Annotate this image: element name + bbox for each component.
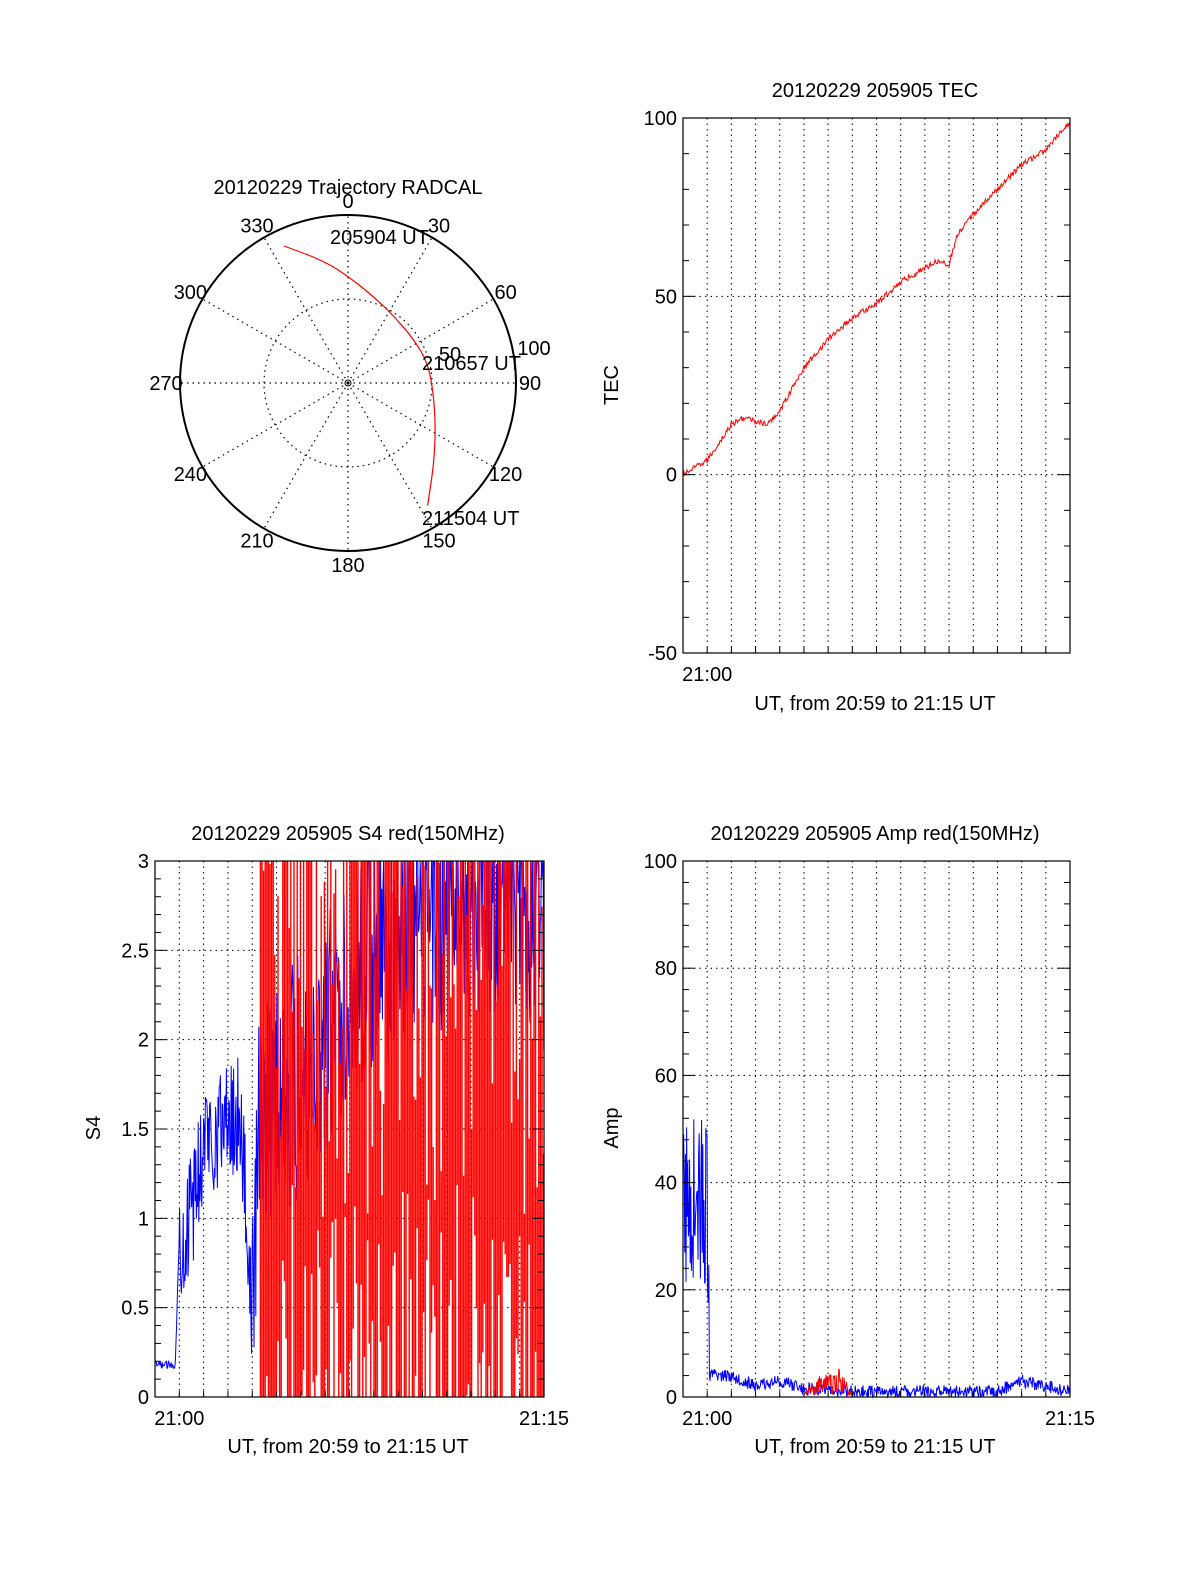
polar-title: 20120229 Trajectory RADCAL	[213, 177, 482, 199]
y-tick-label: 1	[138, 1208, 149, 1230]
y-tick-label: 50	[655, 286, 677, 308]
tec-panel: 20120229 205905 TEC -50 0 50 100 21:00 UT, f…	[601, 80, 1071, 715]
polar-angle-label: 330	[240, 215, 273, 237]
polar-angle-label: 270	[149, 373, 182, 395]
polar-spoke	[202, 382, 349, 468]
trajectory-line	[283, 245, 436, 506]
s4-ylabel: S4	[83, 1116, 105, 1140]
y-tick-label: 0.5	[121, 1298, 149, 1320]
polar-angle-labels: 0 30 60 90 120 150 180 210 240 270 300 330	[149, 191, 541, 577]
end-time-label: 211504 UT	[422, 508, 519, 530]
s4-panel: 20120229 205905 S4 red(150MHz) 0 0.5 1 1.5 2…	[83, 823, 569, 1458]
polar-angle-label: 120	[489, 464, 522, 486]
x-tick-label: 21:00	[682, 664, 732, 686]
polar-angle-label: 30	[428, 215, 450, 237]
y-tick-label: 100	[644, 108, 677, 130]
x-tick-label: 21:00	[682, 1408, 732, 1430]
x-tick-label: 21:00	[154, 1408, 204, 1430]
polar-outer-ring	[179, 214, 517, 552]
plot-frame	[682, 117, 1071, 654]
polar-angle-label: 240	[174, 464, 207, 486]
s4-plot: 0 0.5 1 1.5 2 2.5 3 21:00 21:15	[121, 851, 569, 1430]
y-tick-label: 100	[644, 851, 677, 873]
amp-panel: 20120229 205905 Amp red(150MHz) 0 20 40 60 8…	[601, 823, 1095, 1458]
polar-angle-label: 210	[240, 531, 273, 553]
polar-center	[344, 379, 352, 387]
y-tick-label: 40	[655, 1173, 677, 1195]
amp-xlabel: UT, from 20:59 to 21:15 UT	[754, 1436, 995, 1458]
x-tick-label: 21:15	[519, 1408, 569, 1430]
polar-radial-labels: 50 100	[439, 338, 551, 366]
y-tick-label: 0	[666, 465, 677, 487]
y-tick-label: 0	[138, 1387, 149, 1409]
y-tick-label: 2	[138, 1030, 149, 1052]
y-tick-label: 1.5	[121, 1119, 149, 1141]
amp-ylabel: Amp	[601, 1107, 623, 1148]
polar-angle-label: 60	[494, 282, 516, 304]
polar-angle-label: 150	[422, 531, 455, 553]
y-tick-label: 2.5	[121, 940, 149, 962]
tec-plot: -50 0 50 100 21:00	[644, 108, 1071, 686]
polar-spoke	[347, 382, 433, 529]
polar-panel: 20120229 Trajectory RADCAL 0 30 60 90 120 150…	[149, 177, 550, 577]
amp-plot: 0 20 40 60 80 100 21:00 21:15	[644, 851, 1095, 1430]
polar-spoke	[263, 237, 349, 384]
y-tick-label: -50	[648, 643, 677, 665]
polar-spoke	[263, 382, 349, 529]
polar-spoke	[202, 298, 349, 384]
mid-time-label: 210657 UT	[422, 353, 521, 375]
polar-radial-label: 50	[439, 344, 461, 366]
x-tick-label: 21:15	[1045, 1408, 1095, 1430]
polar-spoke	[347, 237, 433, 384]
plot-frame	[682, 860, 1071, 1398]
tec-xlabel: UT, from 20:59 to 21:15 UT	[754, 693, 995, 715]
polar-angle-label: 180	[331, 555, 364, 577]
y-tick-label: 3	[138, 851, 149, 873]
series-red-s4	[259, 861, 545, 1397]
s4-title: 20120229 205905 S4 red(150MHz)	[191, 823, 505, 845]
polar-grid	[179, 214, 517, 552]
y-tick-label: 20	[655, 1280, 677, 1302]
polar-radial-label: 100	[517, 338, 550, 360]
polar-spoke	[347, 298, 494, 384]
series-red-line	[803, 1368, 853, 1397]
y-tick-label: 60	[655, 1065, 677, 1087]
y-tick-label: 0	[666, 1387, 677, 1409]
tec-ylabel: TEC	[601, 365, 623, 405]
series-red-line	[682, 122, 1070, 477]
polar-angle-label: 300	[174, 282, 207, 304]
s4-xlabel: UT, from 20:59 to 21:15 UT	[227, 1436, 468, 1458]
polar-angle-label: 0	[342, 191, 353, 213]
tec-title: 20120229 205905 TEC	[772, 80, 978, 102]
polar-angle-label: 90	[519, 373, 541, 395]
amp-title: 20120229 205905 Amp red(150MHz)	[710, 823, 1039, 845]
start-time-label: 205904 UT	[330, 227, 429, 249]
polar-spoke	[347, 382, 494, 468]
y-tick-label: 80	[655, 958, 677, 980]
